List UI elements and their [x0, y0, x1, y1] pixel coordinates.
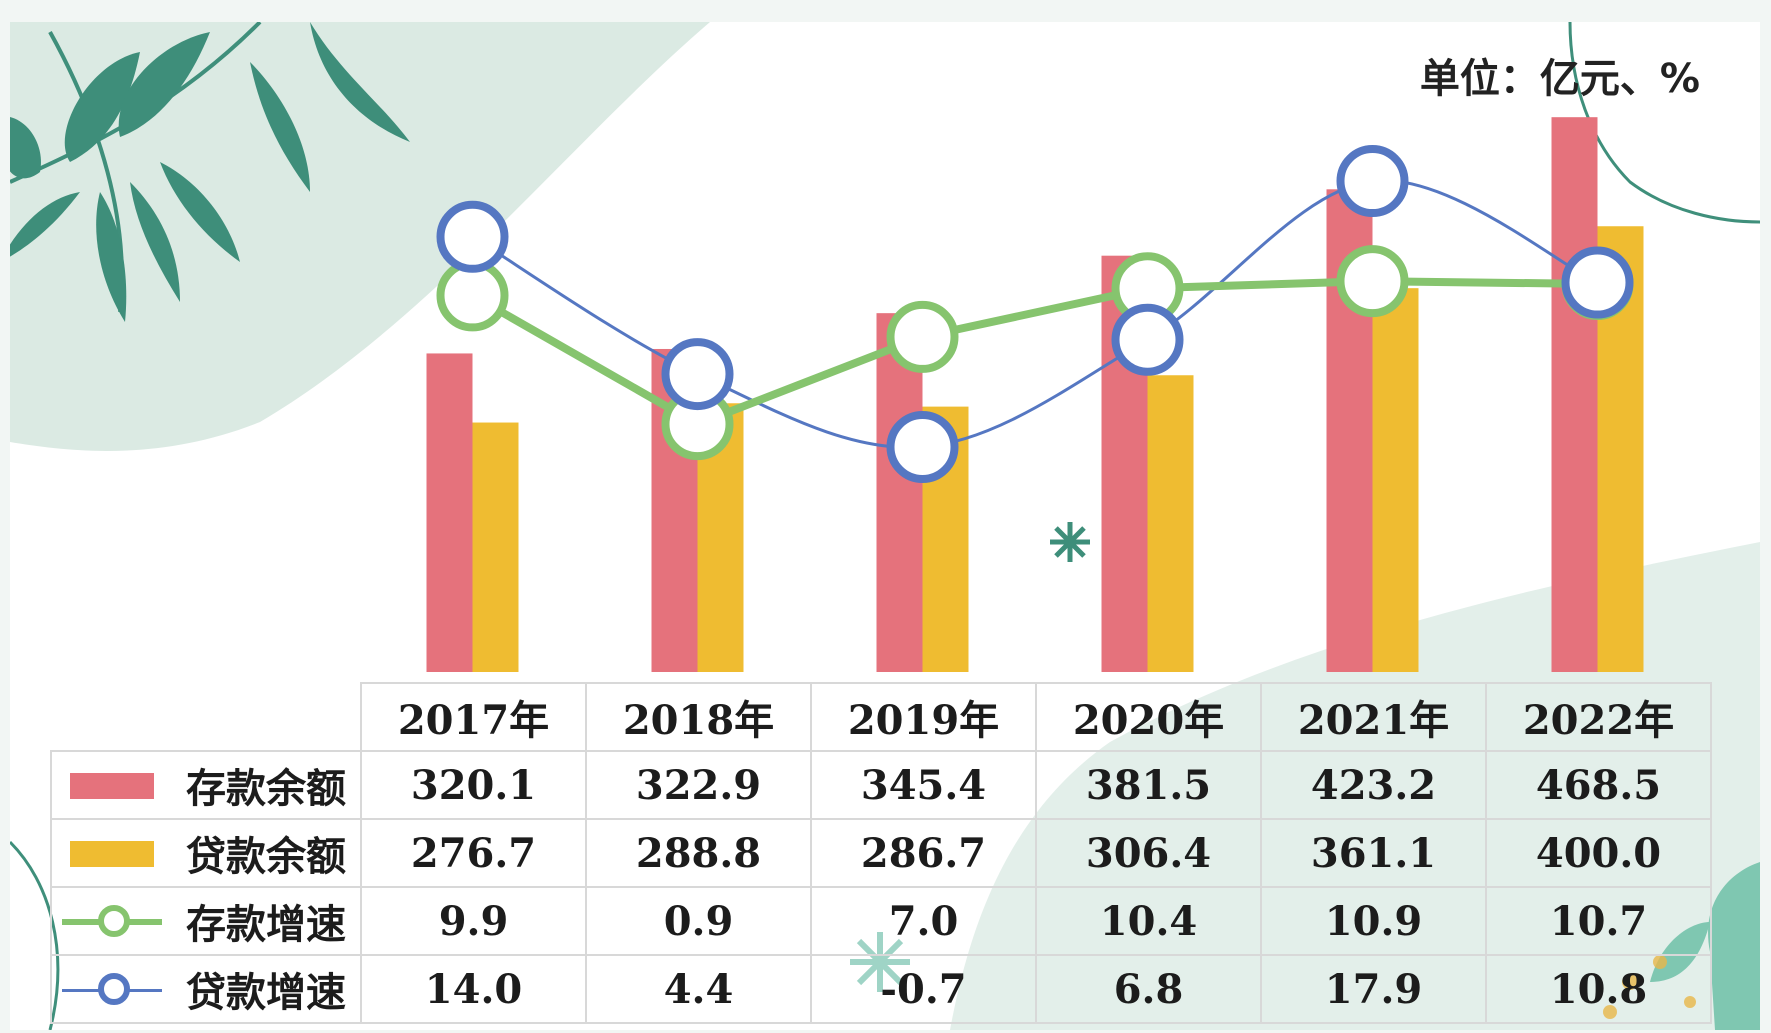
table-header-row: 2017年 2018年 2019年 2020年 2021年 2022年 — [51, 682, 1712, 752]
deposit-balance-bar — [876, 313, 923, 672]
data-label: 400.0 — [1485, 818, 1712, 888]
data-label: 9.9 — [360, 886, 587, 956]
category-label: 2018年 — [585, 682, 812, 752]
data-label: 306.4 — [1035, 818, 1262, 888]
unit-label: 单位：亿元、% — [1419, 56, 1700, 102]
marker-layer — [436, 145, 1634, 484]
series-legend-cell: 存款余额 — [50, 750, 362, 820]
loan-growth-point — [886, 411, 959, 484]
loan-growth-point — [1111, 303, 1184, 376]
deposit-growth-point — [436, 259, 509, 332]
line-layer — [470, 178, 1599, 450]
series-name: 贷款增速 — [186, 970, 346, 1016]
loan-growth-point — [661, 338, 734, 411]
loan-growth-legend-marker — [98, 973, 130, 1005]
data-label: 288.8 — [585, 818, 812, 888]
series-legend-cell: 贷款余额 — [50, 818, 362, 888]
deposit-growth-point — [1336, 245, 1409, 318]
deposit-growth-legend-marker — [98, 905, 130, 937]
data-label: 17.9 — [1260, 954, 1487, 1024]
table-row: 存款增速 9.9 0.9 7.0 10.4 10.9 10.7 — [50, 886, 1712, 956]
chart-panel: 单位：亿元、% 2017年 2018年 2019年 2020年 2021年 2022年 存款… — [10, 22, 1760, 1030]
data-label: 361.1 — [1260, 818, 1487, 888]
loan-growth-point — [436, 200, 509, 273]
series-name: 存款增速 — [186, 902, 346, 948]
loan-growth-point — [1561, 246, 1634, 319]
deposit-balance-bar — [1551, 117, 1598, 673]
category-label: 2021年 — [1260, 682, 1487, 752]
table-row: 存款余额 320.1 322.9 345.4 381.5 423.2 468.5 — [50, 750, 1712, 820]
data-label: 320.1 — [360, 750, 587, 820]
loan-growth-point — [1336, 145, 1409, 218]
data-label: 6.8 — [1035, 954, 1262, 1024]
category-label: 2022年 — [1485, 682, 1712, 752]
table-row: 贷款增速 14.0 4.4 -0.7 6.8 17.9 10.8 — [50, 954, 1712, 1024]
data-label: 276.7 — [360, 818, 587, 888]
data-label: 7.0 — [810, 886, 1037, 956]
loan-balance-bar — [1147, 375, 1194, 672]
data-label: 345.4 — [810, 750, 1037, 820]
category-label: 2017年 — [360, 682, 587, 752]
data-label: 4.4 — [585, 954, 812, 1024]
data-label: 10.7 — [1485, 886, 1712, 956]
series-legend-cell: 存款增速 — [50, 886, 362, 956]
data-label: 322.9 — [585, 750, 812, 820]
deposit-balance-bar — [426, 353, 473, 672]
data-label: 14.0 — [360, 954, 587, 1024]
deposit-growth-point — [886, 300, 959, 373]
series-name: 存款余额 — [186, 766, 346, 812]
combo-chart — [426, 117, 1644, 673]
data-label: 10.8 — [1485, 954, 1712, 1024]
category-label: 2019年 — [810, 682, 1037, 752]
data-label: 286.7 — [810, 818, 1037, 888]
series-legend-cell: 贷款增速 — [50, 954, 362, 1024]
deposit-growth-line — [470, 277, 1598, 429]
data-label: 423.2 — [1260, 750, 1487, 820]
table-corner — [51, 683, 361, 751]
data-label: 10.4 — [1035, 886, 1262, 956]
deposit-growth-legend-symbol — [62, 901, 172, 941]
loan-growth-legend-symbol — [62, 969, 172, 1009]
data-label: 381.5 — [1035, 750, 1262, 820]
loan-balance-bar — [1372, 288, 1419, 672]
data-label: -0.7 — [810, 954, 1037, 1024]
loan-balance-swatch — [70, 841, 154, 867]
data-table: 2017年 2018年 2019年 2020年 2021年 2022年 存款余额 320.1 3… — [50, 682, 1712, 1024]
deposit-balance-swatch — [70, 773, 154, 799]
deposit-balance-legend-symbol — [62, 765, 172, 805]
series-name: 贷款余额 — [186, 834, 346, 880]
data-label: 468.5 — [1485, 750, 1712, 820]
data-label: 0.9 — [585, 886, 812, 956]
table-row: 贷款余额 276.7 288.8 286.7 306.4 361.1 400.0 — [50, 818, 1712, 888]
data-label: 10.9 — [1260, 886, 1487, 956]
category-label: 2020年 — [1035, 682, 1262, 752]
loan-balance-bar — [472, 422, 519, 672]
loan-balance-legend-symbol — [62, 833, 172, 873]
